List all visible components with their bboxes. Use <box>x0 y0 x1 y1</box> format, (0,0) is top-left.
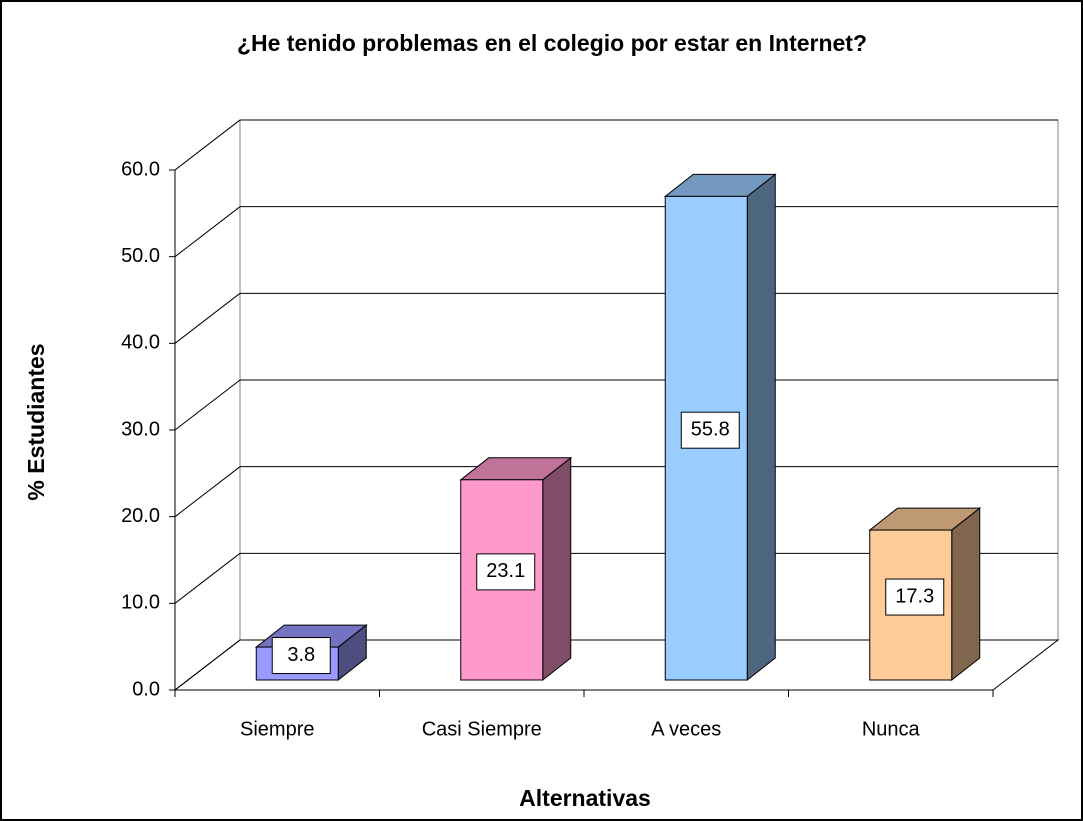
value-label: 55.8 <box>691 418 730 440</box>
grid-line <box>174 206 241 258</box>
y-tick-label: 30.0 <box>121 418 160 440</box>
bar-side <box>542 456 572 682</box>
x-tick-label: A veces <box>651 718 721 740</box>
y-tick-label: 0.0 <box>132 678 160 700</box>
grid-line <box>174 639 241 691</box>
grid-line <box>174 552 241 604</box>
bar-side <box>746 173 776 682</box>
x-tick-label: Nunca <box>862 718 921 740</box>
bar-side <box>951 507 981 682</box>
grid-line <box>174 466 241 518</box>
grid-line <box>174 119 241 171</box>
x-tick-label: Siempre <box>240 718 314 740</box>
value-label: 17.3 <box>895 585 934 607</box>
chart-title: ¿He tenido problemas en el colegio por e… <box>237 30 867 56</box>
value-label-box <box>680 411 740 449</box>
y-axis-title: % Estudiantes <box>23 343 49 500</box>
value-label-box <box>476 553 536 591</box>
y-tick-label: 10.0 <box>121 592 160 614</box>
grid-line <box>174 379 241 431</box>
value-label: 23.1 <box>486 560 525 582</box>
y-tick-label: 20.0 <box>121 505 160 527</box>
x-axis-title: Alternativas <box>519 785 651 811</box>
value-label: 3.8 <box>287 644 315 666</box>
y-tick-label: 40.0 <box>121 332 160 354</box>
x-tick-label: Casi Siempre <box>422 718 542 740</box>
y-tick-label: 50.0 <box>121 245 160 267</box>
value-label-box <box>271 637 331 675</box>
y-tick-label: 60.0 <box>121 158 160 180</box>
value-label-box <box>885 578 945 616</box>
grid-line <box>174 292 241 344</box>
